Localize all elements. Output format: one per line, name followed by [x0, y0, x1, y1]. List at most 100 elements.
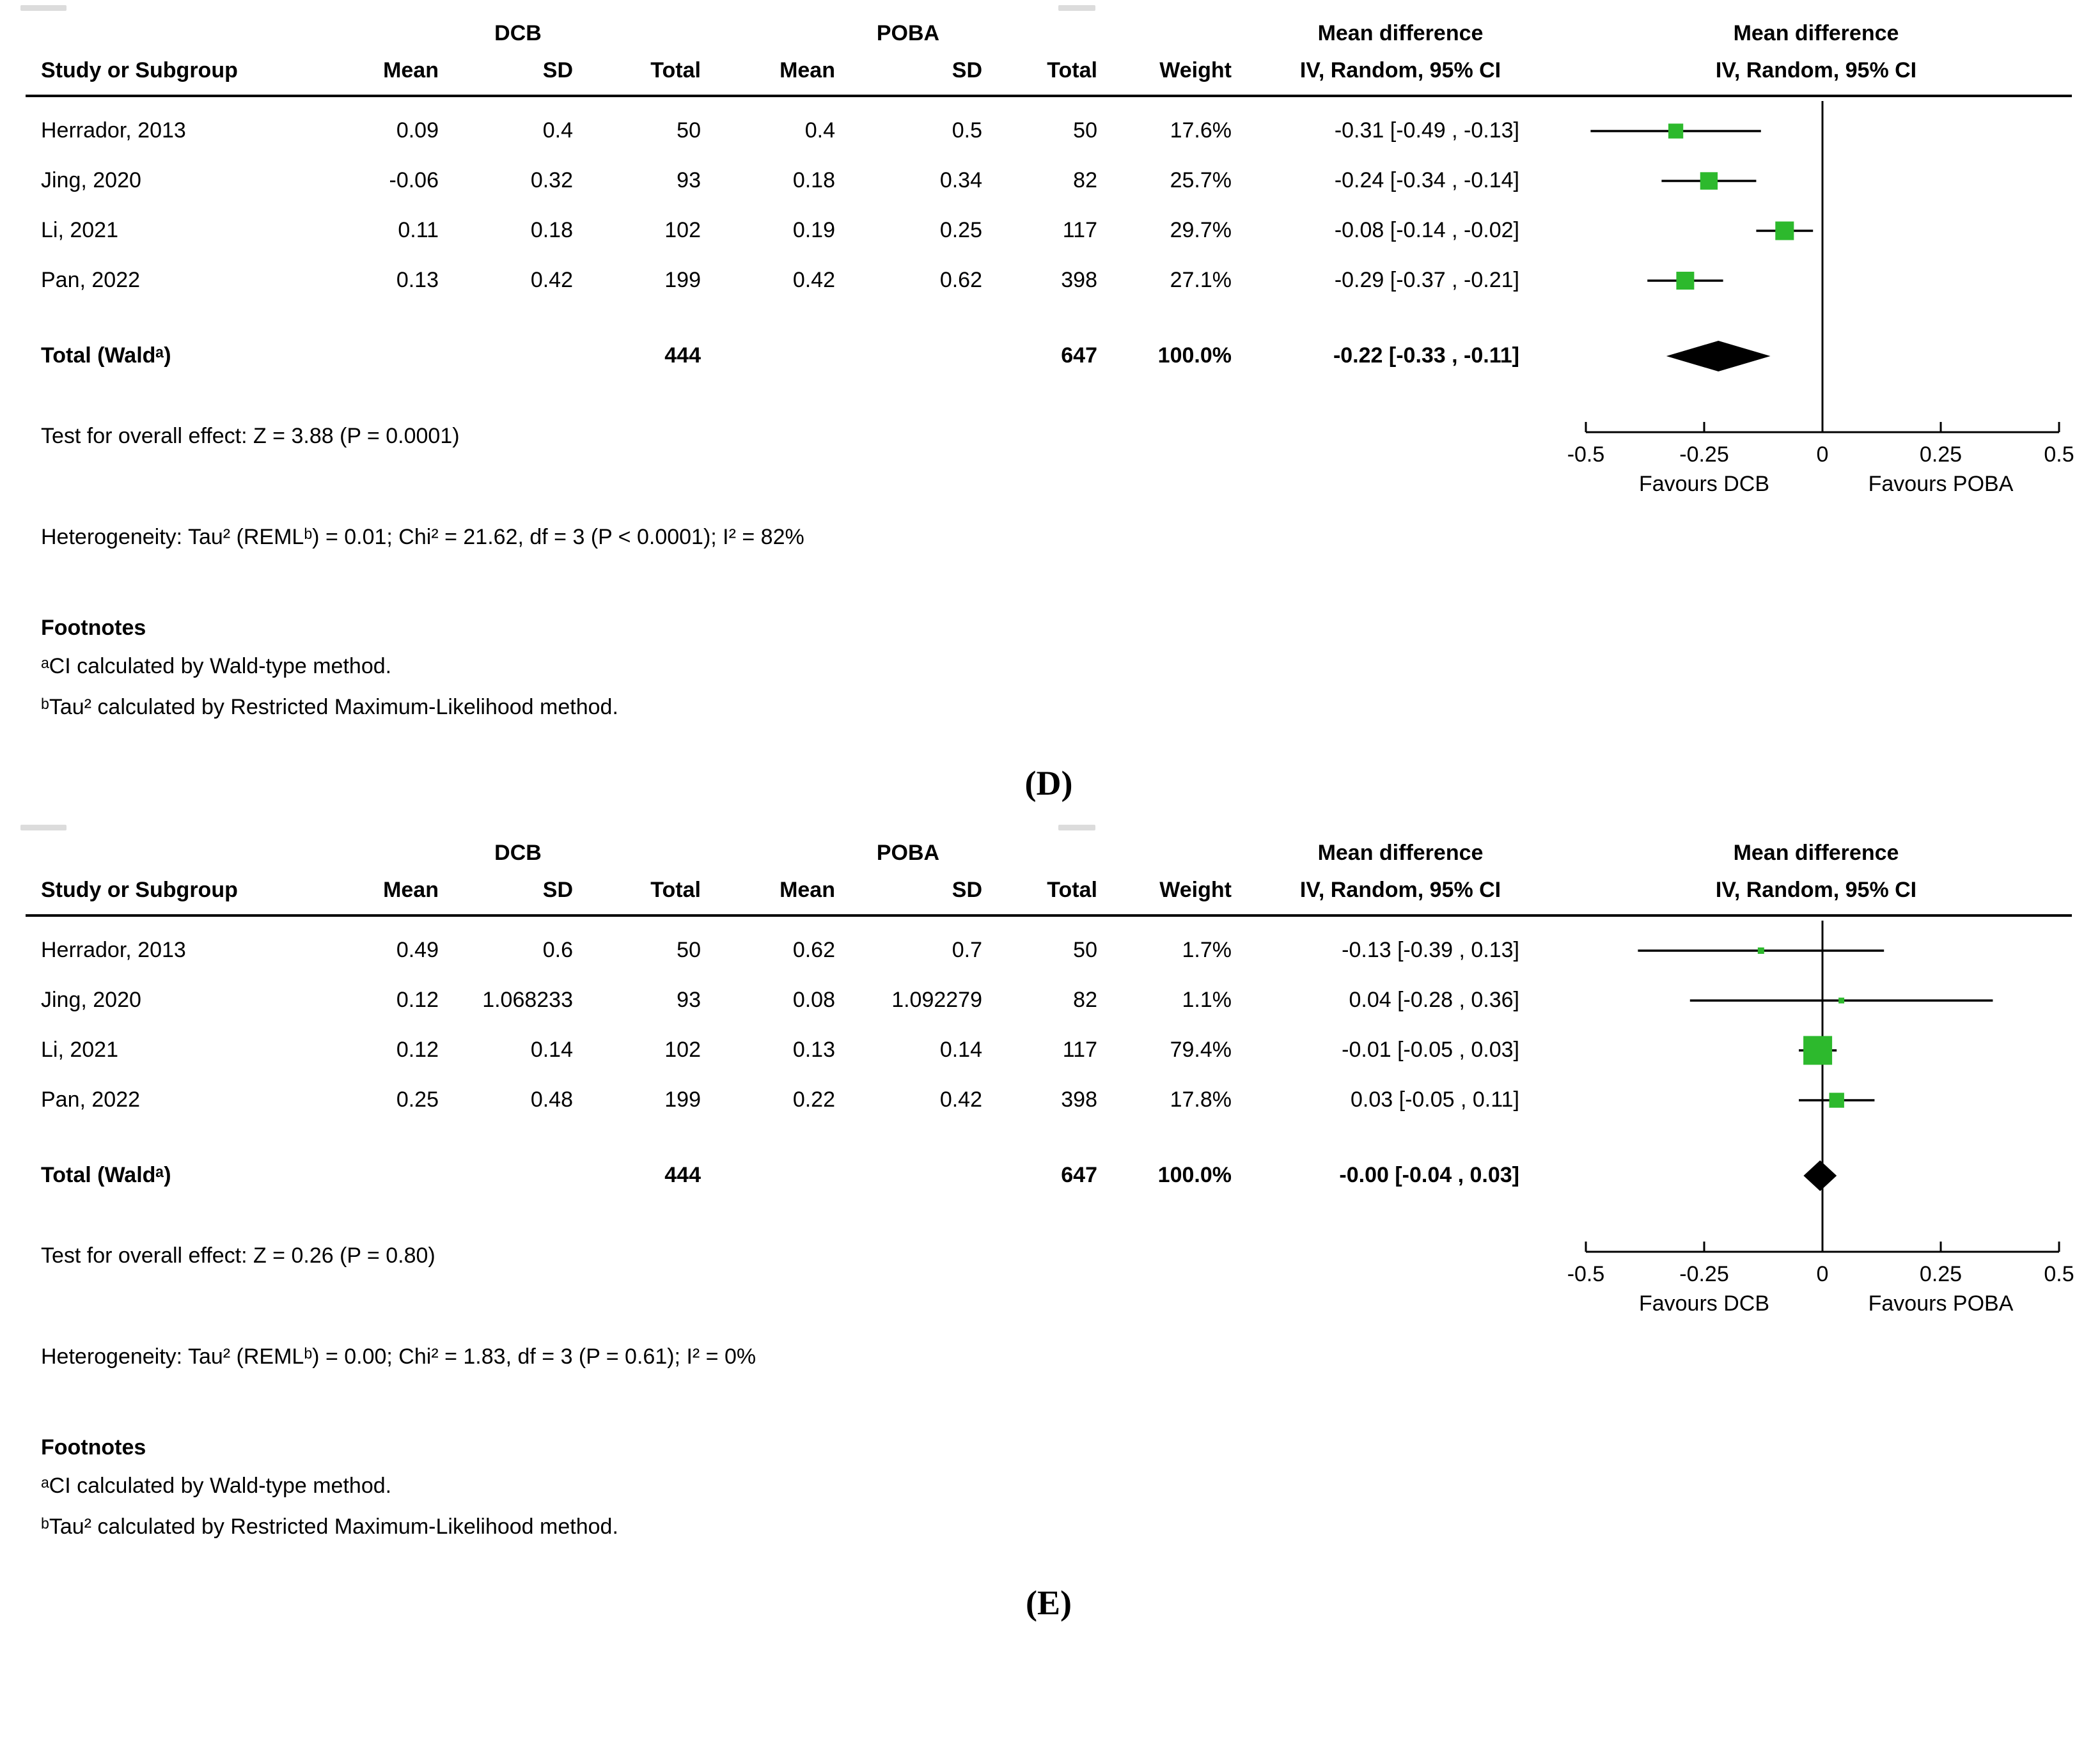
dcb-sd: 0.48	[530, 1087, 573, 1112]
dcb-mean: 0.25	[396, 1087, 439, 1112]
print-artifact	[20, 825, 67, 830]
footnote-a: ᵃCI calculated by Wald-type method.	[41, 653, 392, 678]
heterogeneity-stats: Heterogeneity: Tau² (REMLᵇ) = 0.00; Chi²…	[41, 1344, 756, 1369]
md-value: -0.31 [-0.49 , -0.13]	[1334, 118, 1519, 143]
dcb-mean: -0.06	[389, 168, 439, 193]
study-name: Li, 2021	[41, 218, 118, 243]
col-header-study: Study or Subgroup	[41, 58, 238, 83]
weight-value: 79.4%	[1170, 1038, 1232, 1063]
col-header-poba-sd: SD	[952, 58, 982, 83]
panel-label: (D)	[1024, 764, 1073, 802]
dcb-mean: 0.11	[398, 218, 439, 243]
forest-row-area	[1560, 256, 2072, 306]
poba-sd: 1.092279	[891, 988, 982, 1013]
total-poba-n: 647	[1061, 343, 1097, 368]
forest-table: DCB POBA Mean difference Mean difference…	[26, 835, 2072, 1202]
weight-value: 29.7%	[1170, 218, 1232, 243]
total-label: Total (Waldᵃ)	[41, 343, 171, 368]
svg-text:Favours DCB: Favours DCB	[1639, 472, 1769, 496]
dcb-total: 199	[664, 268, 701, 293]
poba-mean: 0.22	[792, 1087, 835, 1112]
poba-total: 50	[1073, 938, 1097, 963]
dcb-total: 50	[677, 938, 701, 963]
weight-value: 17.8%	[1170, 1087, 1232, 1112]
total-poba-n: 647	[1061, 1163, 1097, 1188]
md-value: -0.08 [-0.14 , -0.02]	[1334, 218, 1519, 243]
poba-total: 398	[1061, 1087, 1097, 1112]
forest-row-area	[1560, 976, 2072, 1025]
poba-sd: 0.25	[939, 218, 982, 243]
weight-value: 25.7%	[1170, 168, 1232, 193]
poba-total: 398	[1061, 268, 1097, 293]
study-name: Herrador, 2013	[41, 118, 186, 143]
study-name: Li, 2021	[41, 1038, 118, 1063]
dcb-sd: 1.068233	[482, 988, 573, 1013]
weight-value: 17.6%	[1170, 118, 1232, 143]
dcb-mean: 0.12	[396, 988, 439, 1013]
header-rule	[26, 914, 2072, 917]
study-name: Pan, 2022	[41, 1087, 141, 1112]
dcb-total: 102	[664, 218, 701, 243]
poba-sd: 0.14	[939, 1038, 982, 1063]
col-header-dcb-sd: SD	[542, 878, 573, 903]
poba-mean: 0.13	[792, 1038, 835, 1063]
dcb-total: 93	[677, 988, 701, 1013]
print-artifact	[1058, 5, 1095, 11]
forest-row-area	[1560, 206, 2072, 256]
poba-total: 82	[1073, 988, 1097, 1013]
md-value: -0.29 [-0.37 , -0.21]	[1334, 268, 1519, 293]
col-header-dcb-total: Total	[650, 878, 701, 903]
forest-row-area	[1560, 1025, 2072, 1075]
dcb-mean: 0.13	[396, 268, 439, 293]
total-weight: 100.0%	[1157, 343, 1232, 368]
weight-value: 1.7%	[1182, 938, 1232, 963]
group-header-experimental: DCB	[494, 841, 542, 866]
md-value: -0.24 [-0.34 , -0.14]	[1334, 168, 1519, 193]
header-rule	[26, 95, 2072, 97]
col-header-poba-total: Total	[1047, 878, 1097, 903]
svg-text:Favours POBA: Favours POBA	[1869, 472, 2014, 496]
panel-label: (E)	[1026, 1584, 1072, 1622]
md-value: 0.03 [-0.05 , 0.11]	[1351, 1087, 1519, 1112]
footnote-b: ᵇTau² calculated by Restricted Maximum-L…	[41, 1514, 618, 1539]
overall-effect-test: Test for overall effect: Z = 3.88 (P = 0…	[41, 423, 460, 448]
dcb-sd: 0.14	[530, 1038, 573, 1063]
col-header-dcb-mean: Mean	[383, 878, 439, 903]
total-weight: 100.0%	[1157, 1163, 1232, 1188]
header-spacer	[1106, 835, 1241, 872]
overall-effect-test: Test for overall effect: Z = 0.26 (P = 0…	[41, 1243, 435, 1268]
poba-sd: 0.7	[952, 938, 982, 963]
total-label: Total (Waldᵃ)	[41, 1163, 171, 1188]
dcb-mean: 0.09	[396, 118, 439, 143]
forest-row-area	[1560, 1075, 2072, 1125]
total-dcb-n: 444	[664, 343, 701, 368]
header-spacer	[26, 15, 326, 52]
group-header-control: POBA	[876, 841, 940, 866]
dcb-total: 102	[664, 1038, 701, 1063]
dcb-total: 93	[677, 168, 701, 193]
header-spacer	[26, 835, 326, 872]
weight-value: 1.1%	[1182, 988, 1232, 1013]
dcb-sd: 0.32	[530, 168, 573, 193]
weight-value: 27.1%	[1170, 268, 1232, 293]
md-column-title: Mean difference	[1317, 841, 1484, 866]
dcb-mean: 0.49	[396, 938, 439, 963]
dcb-sd: 0.42	[530, 268, 573, 293]
col-header-poba-total: Total	[1047, 58, 1097, 83]
forest-table: DCB POBA Mean difference Mean difference…	[26, 15, 2072, 382]
poba-mean: 0.62	[792, 938, 835, 963]
footnote-b: ᵇTau² calculated by Restricted Maximum-L…	[41, 694, 618, 719]
dcb-mean: 0.12	[396, 1038, 439, 1063]
poba-sd: 0.34	[939, 168, 982, 193]
poba-total: 50	[1073, 118, 1097, 143]
poba-sd: 0.42	[939, 1087, 982, 1112]
group-header-experimental: DCB	[494, 21, 542, 46]
plot-column-title: Mean difference	[1733, 21, 1899, 46]
col-header-weight: Weight	[1159, 58, 1232, 83]
heterogeneity-stats: Heterogeneity: Tau² (REMLᵇ) = 0.01; Chi²…	[41, 524, 804, 549]
col-header-md-ci: IV, Random, 95% CI	[1299, 878, 1501, 903]
col-header-weight: Weight	[1159, 878, 1232, 903]
poba-mean: 0.4	[804, 118, 835, 143]
svg-text:Favours DCB: Favours DCB	[1639, 1291, 1769, 1316]
col-header-dcb-total: Total	[650, 58, 701, 83]
